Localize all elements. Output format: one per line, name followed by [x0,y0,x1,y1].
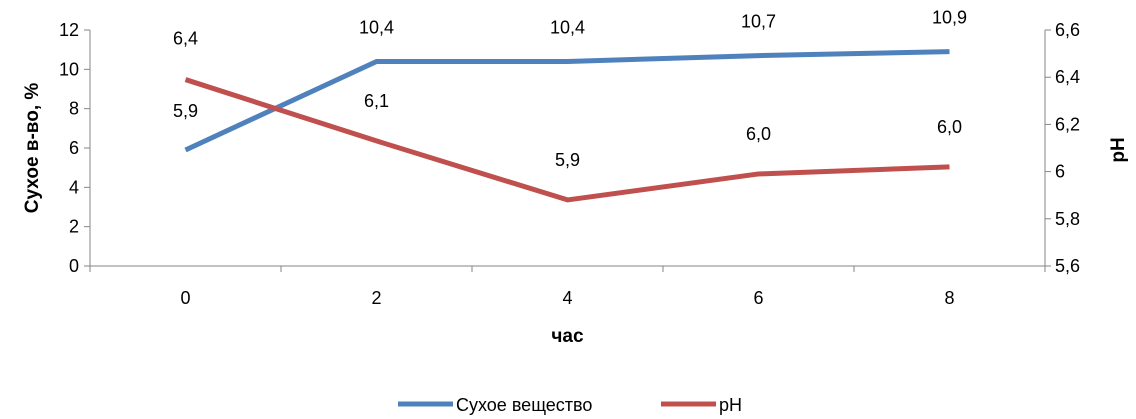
data-label: 10,4 [359,17,394,37]
y2-tick-label: 6,4 [1055,67,1080,87]
y-tick-label: 10 [59,59,79,79]
series-line-dry-matter [184,49,950,153]
y-tick-label: 4 [69,177,79,197]
data-label: 6,0 [746,124,771,144]
data-label: 10,7 [741,12,776,32]
x-tick-label: 8 [944,288,954,308]
y2-tick-label: 5,8 [1055,209,1080,229]
y-tick-label: 6 [69,138,79,158]
y2-tick-label: 5,6 [1055,256,1080,276]
y2-tick-label: 6,2 [1055,114,1080,134]
y2-tick-label: 6 [1055,162,1065,182]
data-labels: 5,9 10,4 10,4 10,7 10,9 6,4 6,1 5,9 6,0 6,0 [173,8,967,170]
data-label: 10,4 [550,17,585,37]
x-tick-label: 2 [371,288,381,308]
legend-label: Сухое вещество [456,395,592,415]
data-label: 6,1 [364,91,389,111]
y-tick-label: 12 [59,20,79,40]
x-axis-title: час [551,326,584,347]
x-tick-label: 6 [753,288,763,308]
legend-label: pH [719,395,742,415]
y-tick-label: 8 [69,99,79,119]
data-label: 6,4 [173,29,198,49]
x-tick-label: 0 [180,288,190,308]
y-tick-label: 2 [69,217,79,237]
series-lines [184,49,950,203]
data-label: 5,9 [173,101,198,121]
data-label: 6,0 [937,117,962,137]
tick-labels: 0 2 4 6 8 10 12 5,6 5,8 6 6,2 6,4 6,6 0 2 4 6 8 [59,20,1080,308]
data-label: 10,9 [932,8,967,28]
axes [84,29,1051,272]
y2-tick-label: 6,6 [1055,20,1080,40]
y2-axis-title: pH [1108,137,1129,162]
y-axis-title: Сухое в-во, % [22,83,43,214]
x-tick-label: 4 [562,288,572,308]
legend: Сухое вещество pH [398,395,742,415]
y-tick-label: 0 [69,256,79,276]
data-label: 5,9 [555,150,580,170]
